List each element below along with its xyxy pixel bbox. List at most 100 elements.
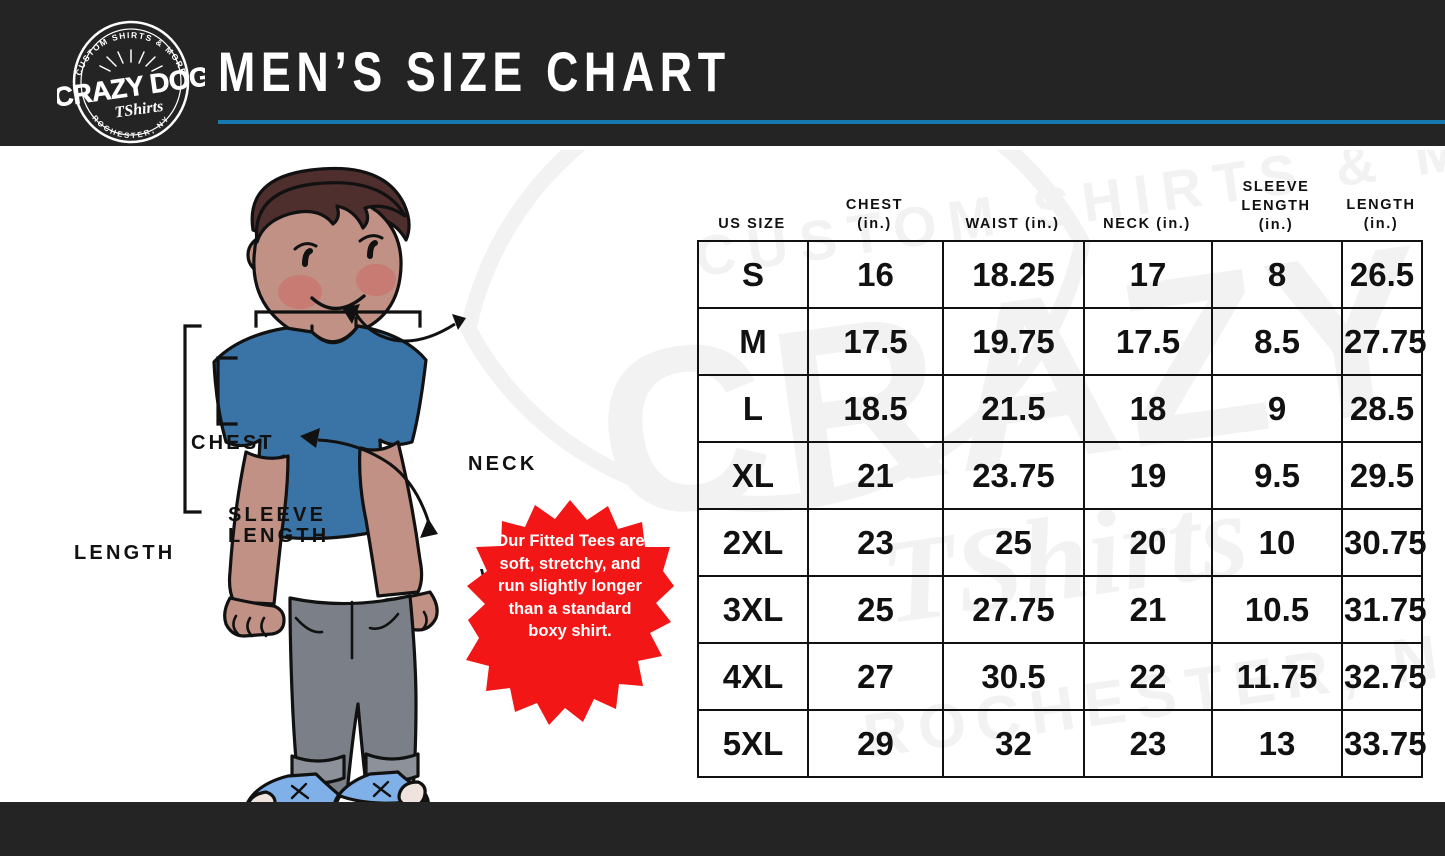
cell-length: 28.5 xyxy=(1341,374,1423,443)
label-sleeve-line2: LENGTH xyxy=(228,525,330,547)
cell-length: 32.75 xyxy=(1341,642,1427,711)
cell-waist: 32 xyxy=(942,709,1085,778)
neck-arrow xyxy=(353,311,456,343)
callout-line-4: than a standard xyxy=(508,599,632,618)
cell-waist: 19.75 xyxy=(942,307,1085,376)
cell-length: 31.75 xyxy=(1341,575,1427,644)
column-header-sleeve-length: SLEEVE LENGTH (in.) xyxy=(1211,178,1341,243)
label-sleeve-line1: SLEEVE xyxy=(228,504,327,526)
cell-chest: 29 xyxy=(807,709,944,778)
cell-sleeve-length: 13 xyxy=(1211,709,1343,778)
cell-waist: 21.5 xyxy=(942,374,1085,443)
callout-line-5: boxy shirt. xyxy=(528,622,612,640)
cell-chest: 21 xyxy=(807,441,944,510)
label-length: LENGTH xyxy=(74,542,176,564)
cell-neck: 19 xyxy=(1083,441,1213,510)
cell-neck: 17 xyxy=(1083,240,1213,309)
callout-line-1: Our Fitted Tees are xyxy=(495,532,645,550)
cell-size: 2XL xyxy=(697,508,809,577)
cell-sleeve-length: 10.5 xyxy=(1211,575,1343,644)
cell-sleeve-length: 9.5 xyxy=(1211,441,1343,510)
cell-neck: 22 xyxy=(1083,642,1213,711)
column-header-us-size: US SIZE xyxy=(697,215,807,280)
column-header-chest: CHEST (in.) xyxy=(807,196,942,261)
cell-length: 30.75 xyxy=(1341,508,1427,577)
column-header-length: LENGTH (in.) xyxy=(1341,196,1421,261)
column-header-sleeve-line3: (in.) xyxy=(1258,217,1294,233)
column-header-length-line2: (in.) xyxy=(1363,216,1399,232)
table-row: M 17.5 19.75 17.5 8.5 27.75 xyxy=(697,307,1427,376)
waist-arrow xyxy=(317,438,434,535)
table-row: 2XL 23 25 20 10 30.75 xyxy=(697,508,1427,577)
cell-size: 3XL xyxy=(697,575,809,644)
size-table-body: S 16 18.25 17 8 26.5 M 17.5 19.75 17.5 8… xyxy=(697,240,1427,778)
brand-logo: CUSTOM SHIRTS & MORE ROCHESTER, NY CRAZY… xyxy=(57,20,205,145)
column-header-chest-line2: (in.) xyxy=(857,216,892,232)
cell-waist: 23.75 xyxy=(942,441,1085,510)
column-header-neck-line1: NECK (in.) xyxy=(1103,216,1191,232)
cell-sleeve-length: 11.75 xyxy=(1211,642,1343,711)
chest-bracket xyxy=(254,310,422,328)
cell-chest: 18.5 xyxy=(807,374,944,443)
cell-chest: 27 xyxy=(807,642,944,711)
label-sleeve-length: SLEEVE LENGTH xyxy=(228,505,329,547)
page-title: MEN’S SIZE CHART xyxy=(218,40,731,103)
cell-waist: 25 xyxy=(942,508,1085,577)
cell-size: 5XL xyxy=(697,709,809,778)
column-header-chest-line1: CHEST xyxy=(845,197,904,213)
cell-size: S xyxy=(697,240,809,309)
cell-length: 27.75 xyxy=(1341,307,1427,376)
cell-chest: 16 xyxy=(807,240,944,309)
body-illustration: CHEST NECK WAIST LENGTH SLEEVE LENGTH xyxy=(0,146,690,802)
cell-length: 33.75 xyxy=(1341,709,1427,778)
cell-sleeve-length: 10 xyxy=(1211,508,1343,577)
size-table: S 16 18.25 17 8 26.5 M 17.5 19.75 17.5 8… xyxy=(697,240,1427,778)
cell-size: M xyxy=(697,307,809,376)
label-chest: CHEST xyxy=(191,432,275,454)
page-footer xyxy=(0,802,1445,856)
cell-neck: 18 xyxy=(1083,374,1213,443)
callout-text: Our Fitted Tees are soft, stretchy, and … xyxy=(484,530,656,643)
length-bracket xyxy=(183,324,202,514)
page-header: CUSTOM SHIRTS & MORE ROCHESTER, NY CRAZY… xyxy=(0,0,1445,146)
cell-chest: 17.5 xyxy=(807,307,944,376)
table-row: 5XL 29 32 23 13 33.75 xyxy=(697,709,1427,778)
table-row: L 18.5 21.5 18 9 28.5 xyxy=(697,374,1423,443)
table-row: 4XL 27 30.5 22 11.75 32.75 xyxy=(697,642,1427,711)
cell-neck: 21 xyxy=(1083,575,1213,644)
starburst-shape xyxy=(466,500,674,725)
cell-length: 26.5 xyxy=(1341,240,1423,309)
cell-size: XL xyxy=(697,441,809,510)
table-row: XL 21 23.75 19 9.5 29.5 xyxy=(697,441,1423,510)
column-header-waist-line1: WAIST (in.) xyxy=(965,216,1060,232)
cell-length: 29.5 xyxy=(1341,441,1423,510)
cell-size: L xyxy=(697,374,809,443)
sleeve-bracket xyxy=(216,356,238,426)
callout-line-2: soft, stretchy, and xyxy=(499,554,641,573)
column-header-neck: NECK (in.) xyxy=(1083,215,1211,280)
column-header-us-size-line1: US SIZE xyxy=(718,216,786,232)
column-header-sleeve-line1: SLEEVE xyxy=(1242,179,1310,195)
cell-neck: 20 xyxy=(1083,508,1213,577)
label-neck: NECK xyxy=(468,453,538,475)
cell-chest: 23 xyxy=(807,508,944,577)
title-accent-line xyxy=(218,120,1445,124)
callout-line-3: run slightly longer xyxy=(498,577,642,595)
fitted-tee-callout: Our Fitted Tees are soft, stretchy, and … xyxy=(466,498,674,726)
table-row: S 16 18.25 17 8 26.5 xyxy=(697,240,1423,309)
cell-sleeve-length: 8.5 xyxy=(1211,307,1343,376)
column-header-sleeve-line2: LENGTH xyxy=(1241,198,1311,214)
cell-sleeve-length: 8 xyxy=(1211,240,1343,309)
table-row: 3XL 25 27.75 21 10.5 31.75 xyxy=(697,575,1427,644)
column-header-waist: WAIST (in.) xyxy=(942,215,1083,280)
size-table-wrapper: US SIZE CHEST (in.) WAIST (in.) NECK (in… xyxy=(697,175,1427,778)
cell-waist: 27.75 xyxy=(942,575,1085,644)
cell-waist: 18.25 xyxy=(942,240,1085,309)
column-header-length-line1: LENGTH xyxy=(1346,197,1416,213)
cell-neck: 23 xyxy=(1083,709,1213,778)
svg-text:TShirts: TShirts xyxy=(114,98,165,122)
cell-sleeve-length: 9 xyxy=(1211,374,1343,443)
cell-chest: 25 xyxy=(807,575,944,644)
cell-waist: 30.5 xyxy=(942,642,1085,711)
